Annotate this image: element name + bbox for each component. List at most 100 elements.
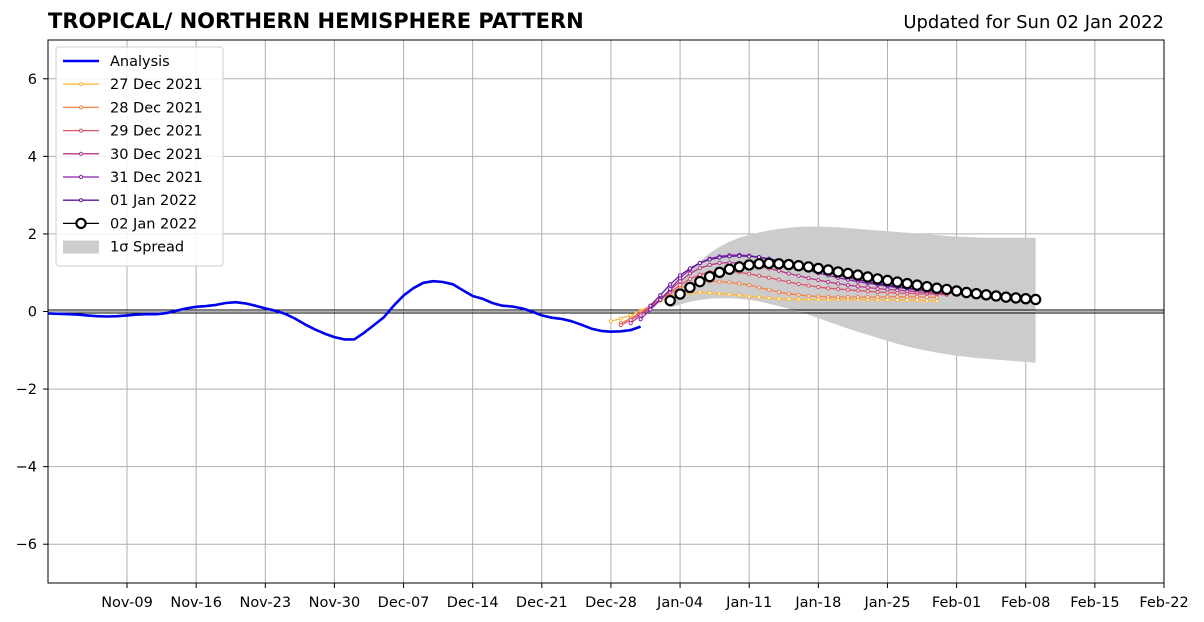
forecast-point xyxy=(717,291,722,296)
y-tick-label: 0 xyxy=(28,305,37,321)
forecast-point xyxy=(845,295,851,300)
forecast-point xyxy=(855,284,860,289)
forecast-point xyxy=(855,295,860,300)
forecast-point xyxy=(747,271,752,276)
forecast-point xyxy=(816,294,821,299)
y-axis: 6 4 2 0 −2 −4 −6 xyxy=(16,72,48,553)
forecast-point xyxy=(697,272,702,277)
legend-swatch-marker xyxy=(78,174,84,180)
forecast-point xyxy=(934,298,939,304)
forecast-point xyxy=(648,307,653,312)
forecast-point xyxy=(786,296,791,302)
x-tick-label: Feb-01 xyxy=(932,595,981,611)
forecast-point xyxy=(1020,293,1032,305)
forecast-point xyxy=(812,262,825,275)
forecast-point xyxy=(776,268,781,273)
legend-item: Analysis xyxy=(63,54,170,70)
legend-label: 29 Dec 2021 xyxy=(110,124,203,140)
x-tick-label: Jan-11 xyxy=(725,595,772,611)
forecast-point xyxy=(747,294,752,299)
zero-line xyxy=(48,309,1164,314)
forecast-point xyxy=(783,258,795,271)
forecast-point xyxy=(737,253,742,259)
forecast-point xyxy=(687,271,693,276)
forecast-point xyxy=(806,297,811,302)
forecast-point xyxy=(638,317,643,322)
legend-item: 01 Jan 2022 xyxy=(63,193,197,209)
forecast-point xyxy=(707,290,712,295)
forecast-point xyxy=(756,295,762,300)
forecast-point xyxy=(694,275,706,288)
legend-box xyxy=(55,46,224,267)
x-tick-label: Jan-25 xyxy=(863,595,910,611)
forecast-point xyxy=(713,266,726,279)
forecast-point xyxy=(796,273,801,278)
forecast-point xyxy=(796,297,801,302)
forecast-point xyxy=(664,294,676,307)
forecast-point xyxy=(960,286,973,299)
forecast-point xyxy=(865,289,870,294)
chart-title: TROPICAL/ NORTHERN HEMISPHERE PATTERN xyxy=(48,9,584,33)
forecast-point xyxy=(862,271,874,283)
forecast-point xyxy=(684,281,696,294)
forecast-point xyxy=(747,283,752,288)
forecast-point xyxy=(658,293,663,298)
forecast-point xyxy=(668,286,673,292)
forecast-point xyxy=(697,260,702,266)
forecast-point xyxy=(766,287,772,292)
x-tick-label: Dec-21 xyxy=(516,595,568,611)
x-tick-label: Nov-23 xyxy=(239,595,291,611)
forecast-point xyxy=(776,277,781,282)
forecast-point xyxy=(773,258,785,270)
forecast-point xyxy=(687,266,693,271)
forecast-point xyxy=(914,298,920,303)
forecast-point xyxy=(608,319,614,324)
forecast-point xyxy=(707,257,712,262)
x-tick-label: Feb-22 xyxy=(1139,595,1188,611)
legend-swatch-marker xyxy=(78,105,84,110)
forecast-point xyxy=(875,290,880,295)
forecast-point xyxy=(835,281,841,286)
forecast-point xyxy=(763,257,775,270)
x-tick-label: Dec-14 xyxy=(447,595,499,611)
forecast-point xyxy=(921,280,933,293)
series-lines xyxy=(47,252,1042,341)
legend-item: 02 Jan 2022 xyxy=(63,216,197,232)
x-tick-label: Feb-08 xyxy=(1001,595,1050,611)
legend-item: 30 Dec 2021 xyxy=(63,147,203,163)
forecast-point xyxy=(842,267,854,280)
forecast-point xyxy=(628,321,633,326)
forecast-point xyxy=(865,295,870,300)
forecast-point xyxy=(990,290,1002,302)
x-tick-label: Nov-09 xyxy=(101,595,153,611)
forecast-point xyxy=(865,285,870,290)
forecast-point xyxy=(806,276,811,281)
forecast-point xyxy=(737,281,742,286)
forecast-point xyxy=(826,279,831,285)
legend-item: 28 Dec 2021 xyxy=(63,100,203,116)
forecast-point xyxy=(980,289,992,301)
forecast-point xyxy=(826,294,831,299)
forecast-point xyxy=(911,279,923,291)
forecast-point xyxy=(733,261,746,273)
x-tick-label: Feb-15 xyxy=(1070,595,1119,611)
x-axis: Nov-09 Nov-16 Nov-23 Nov-30 Dec-07 Dec-14 Dec-… xyxy=(101,583,1189,611)
legend-swatch-marker xyxy=(75,217,87,230)
forecast-point xyxy=(766,275,772,280)
forecast-point xyxy=(845,287,851,292)
forecast-point xyxy=(727,292,732,297)
y-tick-label: −2 xyxy=(16,382,37,398)
legend-label: 1σ Spread xyxy=(110,240,184,256)
forecast-point xyxy=(638,313,643,318)
forecast-point xyxy=(756,285,762,290)
forecast-point xyxy=(1029,293,1042,306)
forecast-point xyxy=(822,264,834,276)
forecast-point xyxy=(852,269,864,281)
x-tick-label: Dec-28 xyxy=(585,595,637,611)
legend-swatch-marker xyxy=(78,198,84,203)
forecast-point xyxy=(875,286,880,291)
forecast-point xyxy=(717,260,722,266)
forecast-point xyxy=(806,283,811,288)
forecast-point xyxy=(766,295,772,301)
forecast-point xyxy=(931,282,943,294)
